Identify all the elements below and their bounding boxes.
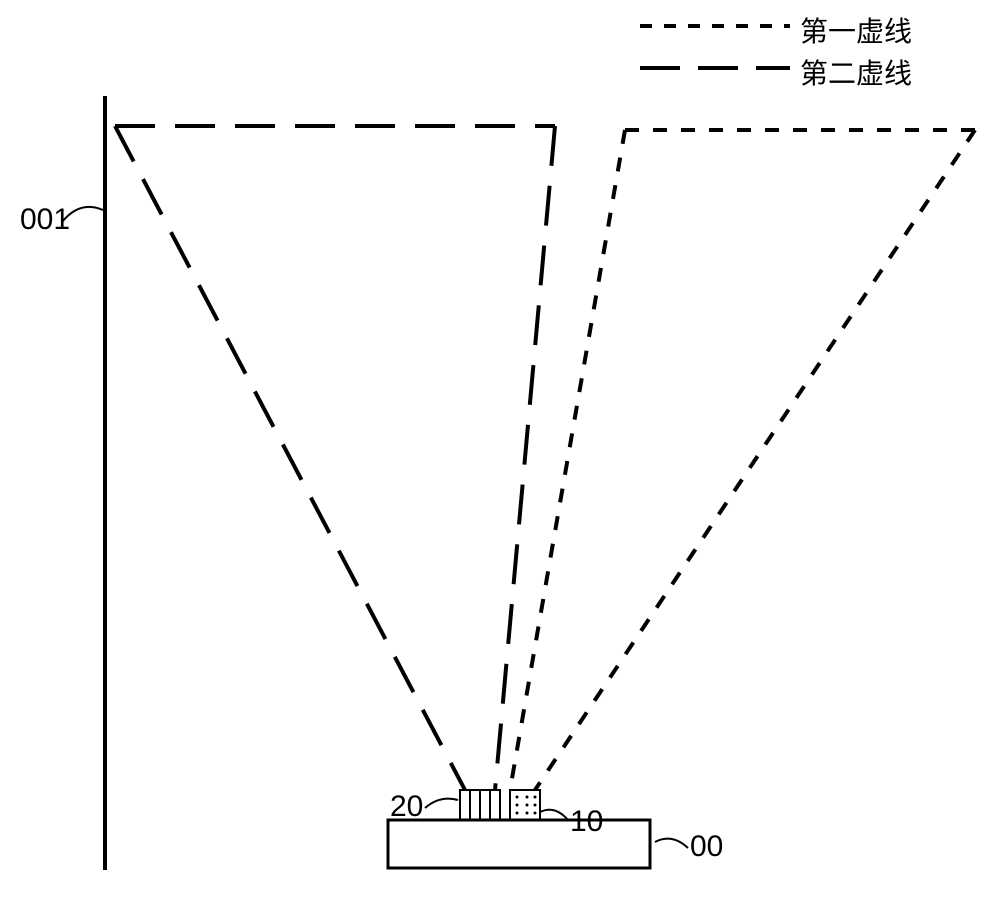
diagram-canvas: 第一虚线 第二虚线 001 20 10 00	[0, 0, 1000, 917]
label-001: 001	[20, 203, 70, 237]
legend-second-dashed-label: 第二虚线	[800, 52, 912, 92]
diagram-svg	[0, 0, 1000, 917]
label-10: 10	[570, 805, 603, 839]
label-20: 20	[390, 790, 423, 824]
legend-first-dashed-label: 第一虚线	[800, 10, 912, 50]
label-00: 00	[690, 830, 723, 864]
